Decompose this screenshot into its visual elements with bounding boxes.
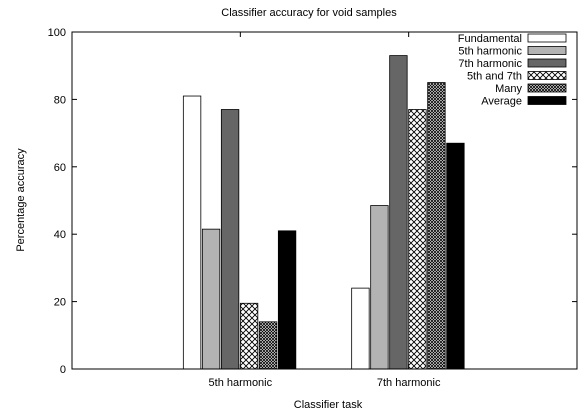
bar-average-0 [277,230,297,370]
bar-5th-and-7th-1 [408,109,427,370]
x-tick-label: 5th harmonic [209,377,273,389]
legend-swatch [527,96,567,105]
legend-swatch [527,71,567,80]
legend-label: 5th and 7th [467,71,522,83]
y-tick-label: 60 [54,162,66,174]
x-tick-label: 7th harmonic [377,377,441,389]
legend-swatch [527,33,567,43]
x-axis-label: Classifier task [294,399,363,411]
legend-swatch [527,58,567,68]
bar-many-0 [258,321,278,370]
legend-swatch [527,46,567,55]
y-tick-labels: 0 20 40 60 80 100 [48,27,66,376]
bar-5th-harmonic-0 [201,228,221,370]
plot-frame [71,31,578,370]
y-tick-label: 0 [60,364,66,376]
legend-label: 7th harmonic [458,58,522,70]
x-tick-labels: 5th harmonic 7th harmonic [209,377,441,389]
legend-label: Many [495,83,522,95]
bar-many-1 [427,82,446,370]
legend-label: Fundamental [458,33,522,45]
bar-fundamental-0 [182,95,202,370]
legend-swatch [527,83,567,93]
bar-5th-and-7th-0 [239,302,259,370]
y-tick-label: 100 [48,27,66,39]
legend-label: Average [481,96,522,108]
bar-7th-harmonic-0 [220,109,240,370]
bars [182,55,465,370]
bar-7th-harmonic-1 [389,55,408,370]
y-tick-label: 20 [54,297,66,309]
y-tick-label: 40 [54,229,66,241]
bar-average-1 [446,142,465,370]
legend-label: 5th harmonic [458,46,522,58]
y-tick-label: 80 [54,94,66,106]
bar-5th-harmonic-1 [370,205,389,370]
chart-title: Classifier accuracy for void samples [221,7,397,19]
y-axis-label: Percentage accuracy [15,148,27,252]
bar-fundamental-1 [351,287,370,370]
